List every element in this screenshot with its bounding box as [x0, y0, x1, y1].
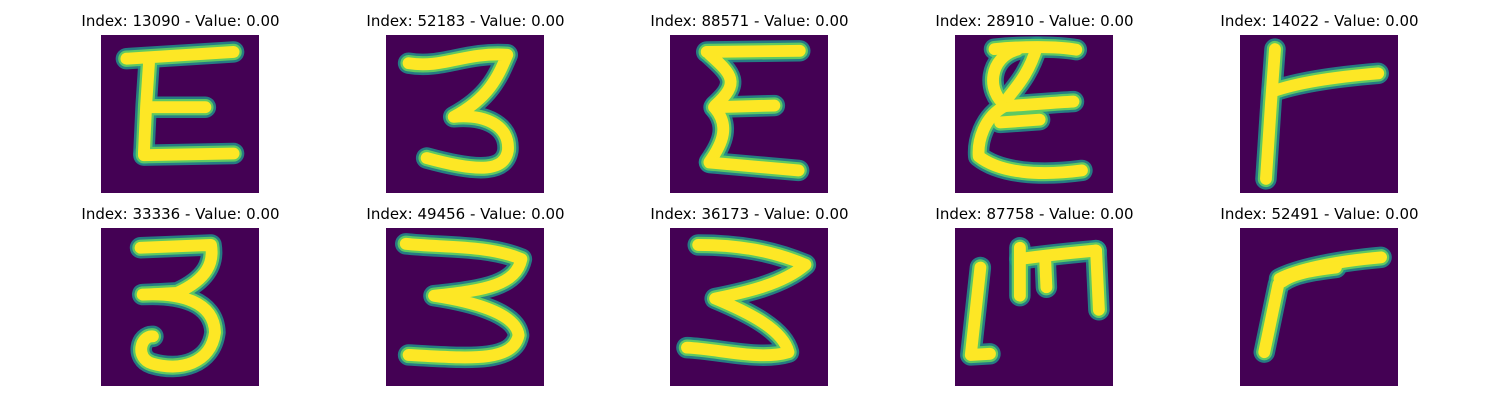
sample-image-letter-r [1240, 35, 1398, 193]
sample-image-sigma [670, 35, 828, 193]
sample-caption: Index: 49456 - Value: 0.00 [366, 205, 565, 223]
sample-image-letter-r [1240, 228, 1398, 386]
sample-image-digit-3 [101, 228, 259, 386]
sample-caption: Index: 88571 - Value: 0.00 [650, 12, 849, 30]
sample-caption: Index: 14022 - Value: 0.00 [1220, 12, 1419, 30]
sample-cell-5: Index: 33336 - Value: 0.00 [38, 193, 323, 386]
sample-caption: Index: 52183 - Value: 0.00 [366, 12, 565, 30]
sample-caption: Index: 33336 - Value: 0.00 [81, 205, 280, 223]
sample-image-letter-m [955, 228, 1113, 386]
sample-cell-1: Index: 52183 - Value: 0.00 [323, 0, 608, 193]
sample-image-digit-3 [670, 228, 828, 386]
sample-image-digit-3 [386, 35, 544, 193]
sample-image-digit-3 [386, 228, 544, 386]
sample-image-epsilon [955, 35, 1113, 193]
sample-caption: Index: 52491 - Value: 0.00 [1220, 205, 1419, 223]
sample-image-letter-e [101, 35, 259, 193]
sample-cell-4: Index: 14022 - Value: 0.00 [1177, 0, 1462, 193]
sample-cell-6: Index: 49456 - Value: 0.00 [323, 193, 608, 386]
sample-caption: Index: 87758 - Value: 0.00 [935, 205, 1134, 223]
sample-caption: Index: 28910 - Value: 0.00 [935, 12, 1134, 30]
sample-cell-2: Index: 88571 - Value: 0.00 [607, 0, 892, 193]
sample-cell-0: Index: 13090 - Value: 0.00 [38, 0, 323, 193]
sample-cell-7: Index: 36173 - Value: 0.00 [607, 193, 892, 386]
sample-cell-3: Index: 28910 - Value: 0.00 [892, 0, 1177, 193]
sample-caption: Index: 13090 - Value: 0.00 [81, 12, 280, 30]
sample-cell-8: Index: 87758 - Value: 0.00 [892, 193, 1177, 386]
sample-caption: Index: 36173 - Value: 0.00 [650, 205, 849, 223]
sample-cell-9: Index: 52491 - Value: 0.00 [1177, 193, 1462, 386]
